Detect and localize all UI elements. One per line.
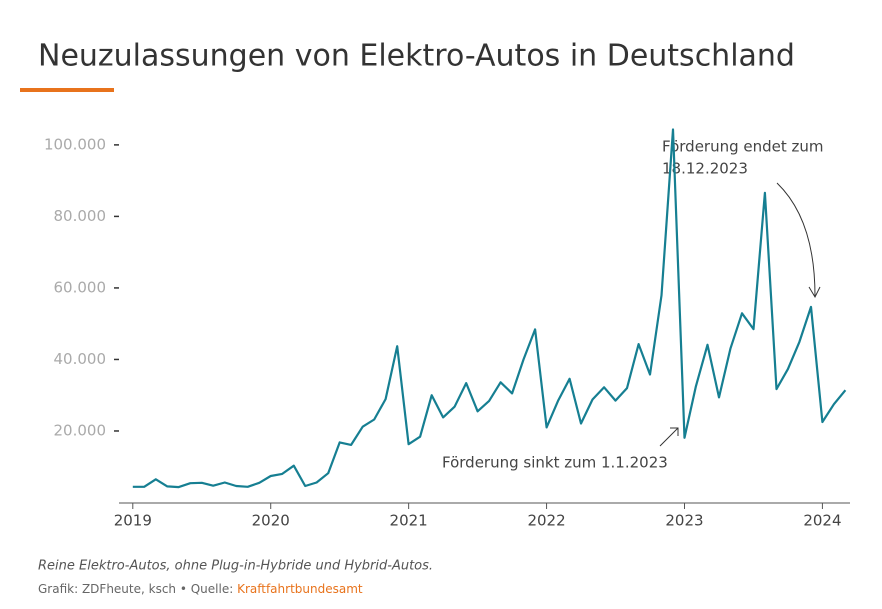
- x-tick-label: 2019: [114, 512, 152, 530]
- y-tick-label: 20.000: [54, 421, 107, 439]
- data-line: [132, 128, 847, 489]
- x-tick-label: 2020: [252, 512, 290, 530]
- annotation-arrow: [776, 182, 816, 297]
- y-tick-label: 60.000: [54, 278, 107, 296]
- annotations: Förderung endet zum 18.12.2023 Förderung s…: [442, 138, 824, 472]
- annotation: 18.12.2023: [662, 160, 748, 178]
- chart-title: Neuzulassungen von Elektro-Autos in Deut…: [38, 39, 795, 74]
- x-tick-label: 2024: [803, 512, 841, 530]
- y-tick-label: 100.000: [44, 135, 106, 153]
- x-tick-label: 2022: [527, 512, 565, 530]
- footnote: Reine Elektro-Autos, ohne Plug-in-Hybrid…: [38, 559, 433, 574]
- source-link[interactable]: Kraftfahrtbundesamt: [237, 582, 363, 596]
- annotation-arrowhead: [670, 427, 679, 436]
- annotation: Förderung sinkt zum 1.1.2023: [442, 454, 668, 472]
- x-tick-label: 2021: [390, 512, 428, 530]
- x-tick-label: 2023: [665, 512, 703, 530]
- source-text: Grafik: ZDFheute, ksch • Quelle:: [38, 582, 237, 596]
- y-tick-label: 40.000: [54, 350, 107, 368]
- source: Grafik: ZDFheute, ksch • Quelle: Kraftfa…: [38, 582, 363, 596]
- annotation: Förderung endet zum: [662, 138, 824, 156]
- title-underline: [20, 88, 114, 92]
- annotation-arrow: [659, 427, 679, 447]
- annotation-arrowhead: [808, 286, 821, 299]
- y-tick-label: 80.000: [54, 207, 107, 225]
